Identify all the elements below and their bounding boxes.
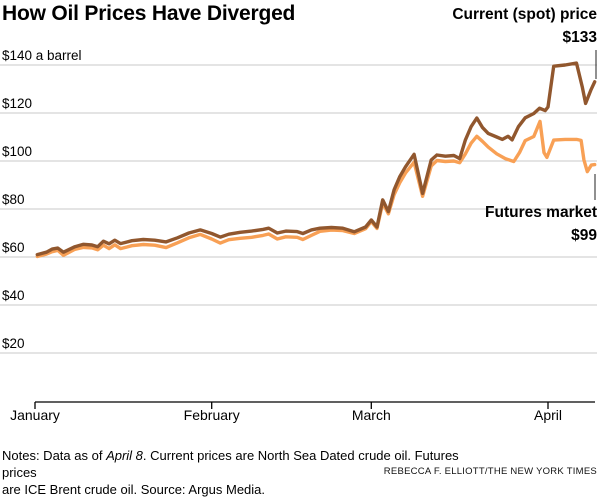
x-axis-label: April [533,407,563,423]
x-axis-label: January [10,407,60,423]
y-axis-label: $100 [2,144,33,159]
footnote-line-2: are ICE Brent crude oil. Source: Argus M… [2,482,266,497]
footnote-text: Notes: Data as of [2,448,107,463]
spot-price-annotation-value: $133 [562,29,597,46]
y-axis-label: $60 [2,240,25,255]
byline-credit: REBECCA F. ELLIOTT/THE NEW YORK TIMES [383,466,597,477]
x-axis-label: February [183,407,240,423]
x-axis-label: March [351,407,391,423]
chart-title: How Oil Prices Have Diverged [2,2,296,25]
series-line-spot [35,61,597,257]
futures-annotation-value: $99 [571,227,597,244]
footnote-date: April 8 [106,448,143,463]
y-axis-label: $140 a barrel [2,48,82,63]
spot-price-annotation-label: Current (spot) price [452,6,597,23]
footnote-text-2: . Current prices are North Sea Dated cru… [2,448,459,480]
y-axis-label: $120 [2,96,33,111]
y-axis-label: $20 [2,336,25,351]
y-axis-label: $80 [2,192,25,207]
futures-annotation-label: Futures market [485,204,597,221]
y-axis-label: $40 [2,288,25,303]
series-line-futures [35,119,597,259]
chart-canvas [0,50,597,409]
footnote-line-1: Notes: Data as of April 8. Current price… [2,447,472,481]
